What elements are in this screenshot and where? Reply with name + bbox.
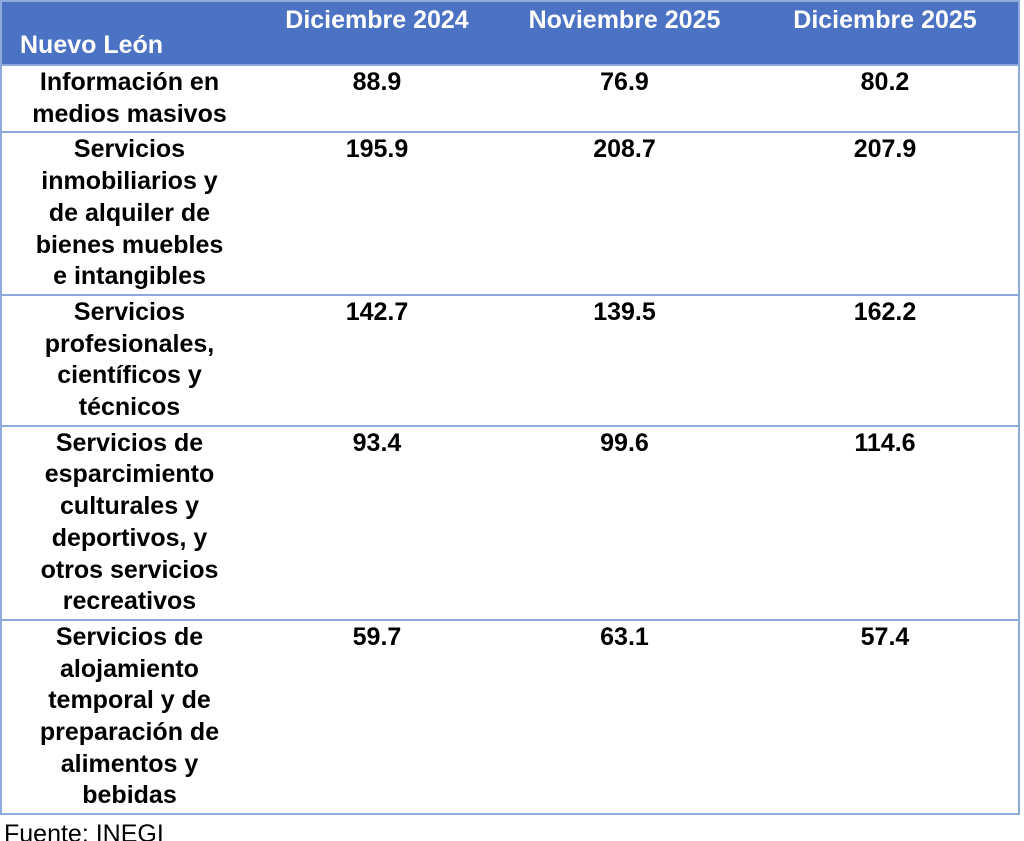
cell-value: 195.9 xyxy=(345,135,409,164)
table-row: Servicios de alojamiento temporal y de p… xyxy=(1,619,1019,815)
row-label: Servicios de esparcimiento culturales y … xyxy=(40,428,219,616)
cell-value: 57.4 xyxy=(860,622,910,651)
nuevo-leon-index-table: Nuevo León Diciembre 2024 Noviembre 2025… xyxy=(0,0,1020,816)
cell-value: 80.2 xyxy=(860,68,910,96)
table-row: Información en medios masivos 88.9 76.9 … xyxy=(1,65,1019,133)
source-note: Fuente: INEGI xyxy=(4,820,164,841)
cell-value: 99.6 xyxy=(600,428,649,457)
cell-value: 142.7 xyxy=(345,297,409,326)
cell-value: 207.9 xyxy=(853,135,917,164)
header-row: Nuevo León Diciembre 2024 Noviembre 2025… xyxy=(1,1,1019,65)
column-header-nov-2025: Noviembre 2025 xyxy=(528,6,721,34)
table-row: Servicios de esparcimiento culturales y … xyxy=(1,425,1019,620)
region-label: Nuevo León xyxy=(20,31,164,59)
cell-value: 114.6 xyxy=(854,428,916,457)
column-header-dic-2025: Diciembre 2025 xyxy=(793,6,977,34)
row-label: Información en medios masivos xyxy=(32,68,227,128)
cell-value: 76.9 xyxy=(600,68,649,96)
cell-value: 63.1 xyxy=(600,622,649,651)
cell-value: 59.7 xyxy=(352,622,402,651)
cell-value: 88.9 xyxy=(352,68,402,96)
row-label: Servicios profesionales, científicos y t… xyxy=(44,297,215,422)
table-row: Servicios profesionales, científicos y t… xyxy=(1,294,1019,426)
cell-value: 208.7 xyxy=(593,135,656,164)
row-label: Servicios de alojamiento temporal y de p… xyxy=(39,622,220,810)
region-header-cell: Nuevo León xyxy=(1,1,257,65)
table-row: Servicios inmobiliarios y de alquiler de… xyxy=(1,132,1019,295)
row-label: Servicios inmobiliarios y de alquiler de… xyxy=(35,135,224,291)
column-header-dic-2024: Diciembre 2024 xyxy=(285,6,469,34)
cell-value: 93.4 xyxy=(352,428,402,457)
cell-value: 139.5 xyxy=(593,297,656,326)
cell-value: 162.2 xyxy=(853,297,917,326)
